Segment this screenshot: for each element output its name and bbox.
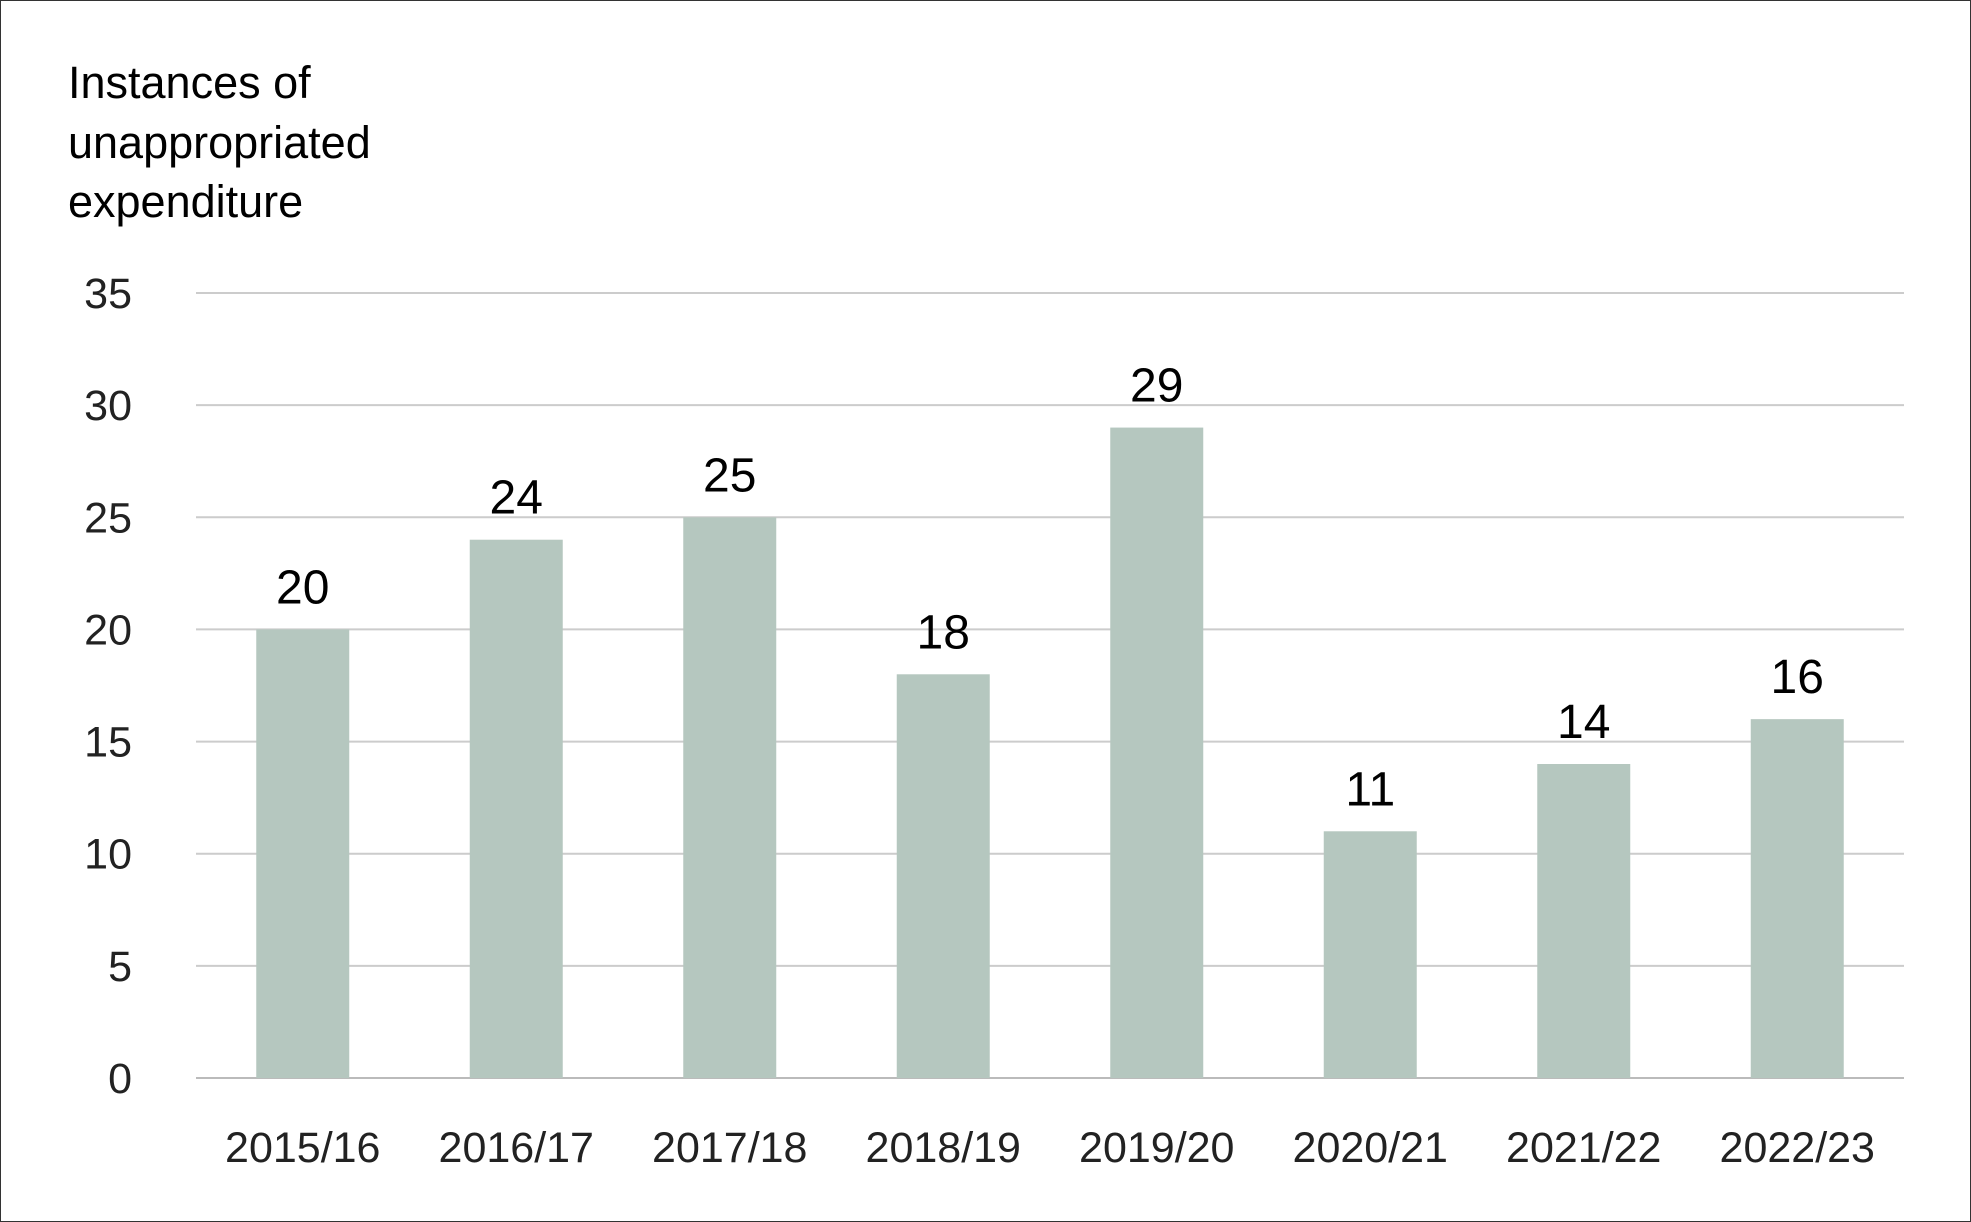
y-tick-label: 25 (84, 494, 132, 542)
bars (256, 427, 1844, 1079)
gridlines (196, 292, 1904, 1079)
x-tick-label: 2018/19 (866, 1124, 1021, 1172)
y-axis-title-line-1: Instances of (68, 57, 311, 108)
data-label: 24 (490, 472, 543, 525)
bar (1750, 719, 1844, 1078)
bar (896, 674, 990, 1078)
x-tick-label: 2016/17 (439, 1124, 594, 1172)
data-label: 29 (1130, 360, 1183, 413)
bar (1323, 831, 1417, 1078)
x-tick-label: 2020/21 (1293, 1124, 1448, 1172)
y-tick-label: 0 (108, 1055, 132, 1103)
y-axis-title: Instances of unappropriated expenditure (68, 57, 383, 227)
data-label: 14 (1557, 696, 1610, 749)
x-tick-label: 2017/18 (652, 1124, 807, 1172)
x-tick-label: 2015/16 (225, 1124, 380, 1172)
bar (1537, 764, 1631, 1078)
y-tick-label: 30 (84, 382, 132, 430)
data-label: 18 (917, 606, 970, 659)
bar (469, 539, 563, 1078)
x-tick-label: 2019/20 (1079, 1124, 1234, 1172)
y-axis-title-line-2: unappropriated (68, 117, 371, 168)
data-label: 11 (1345, 763, 1395, 816)
x-axis-ticks: 2015/16 2016/17 2017/18 2018/19 2019/20 2020/… (225, 1124, 1875, 1172)
data-label: 20 (276, 561, 329, 614)
y-axis-ticks: 0 5 10 15 20 25 30 35 (84, 270, 132, 1103)
y-tick-label: 5 (108, 943, 132, 991)
data-label: 16 (1771, 651, 1824, 704)
y-tick-label: 35 (84, 270, 132, 318)
bar (1110, 427, 1204, 1079)
y-tick-label: 10 (84, 831, 132, 879)
data-labels: 20 24 25 18 29 11 14 16 (276, 360, 1824, 817)
x-tick-label: 2022/23 (1720, 1124, 1875, 1172)
bar (256, 629, 350, 1078)
x-tick-label: 2021/22 (1506, 1124, 1661, 1172)
data-label: 25 (703, 449, 756, 502)
bar (683, 517, 777, 1078)
y-tick-label: 20 (84, 606, 132, 654)
y-axis-title-line-3: expenditure (68, 176, 303, 227)
y-tick-label: 15 (84, 719, 132, 767)
